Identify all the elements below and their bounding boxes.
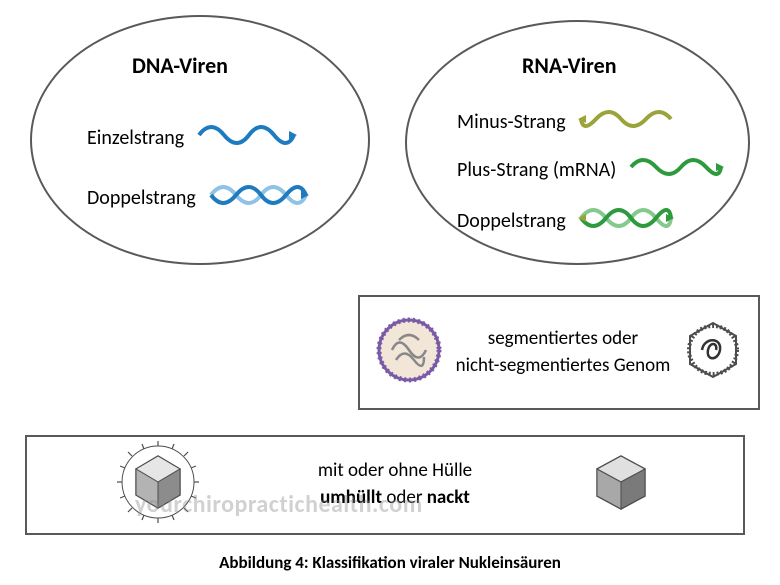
dna-title: DNA-Viren <box>132 52 228 79</box>
nonsegmented-virus-icon <box>682 319 744 386</box>
genome-line1: segmentiertes oder <box>488 327 638 350</box>
envelope-word-naked: nackt <box>427 486 470 509</box>
rna-ellipse: RNA-Viren Minus-Strang Plus-Strang (mRNA… <box>405 20 750 265</box>
genome-panel: segmentiertes oder nicht-segmentiertes G… <box>358 295 760 410</box>
segmented-virus-icon <box>374 315 444 390</box>
dna-label-0: Einzelstrang <box>87 126 184 150</box>
rna-label-0: Minus-Strang <box>457 110 566 134</box>
wave-double-icon <box>206 175 311 220</box>
envelope-word-enveloped: umhüllt <box>320 486 382 509</box>
dna-row-1: Doppelstrang <box>87 175 311 220</box>
figure-caption: Abbildung 4: Klassifikation viraler Nukl… <box>0 552 780 573</box>
wave-double-icon <box>576 198 676 243</box>
rna-row-1: Plus-Strang (mRNA) <box>457 150 726 189</box>
wave-single-icon <box>576 102 676 141</box>
envelope-text: mit oder ohne Hülle umhüllt oder nackt <box>318 458 472 511</box>
envelope-line1: mit oder ohne Hülle <box>318 459 472 482</box>
genome-text: segmentiertes oder nicht-segmentiertes G… <box>456 326 671 379</box>
rna-title: RNA-Viren <box>522 52 617 79</box>
enveloped-virus-icon <box>116 440 201 530</box>
dna-row-0: Einzelstrang <box>87 117 299 158</box>
rna-row-2: Doppelstrang <box>457 198 676 243</box>
envelope-word-or: oder <box>382 486 427 509</box>
rna-label-2: Doppelstrang <box>457 209 566 233</box>
genome-line2: nicht-segmentiertes Genom <box>456 354 671 377</box>
wave-single-icon <box>626 150 726 189</box>
dna-label-1: Doppelstrang <box>87 186 196 210</box>
envelope-panel: mit oder ohne Hülle umhüllt oder nackt <box>25 435 745 535</box>
dna-ellipse: DNA-Viren Einzelstrang Doppelstrang <box>30 15 370 265</box>
naked-virus-icon <box>589 450 654 520</box>
rna-row-0: Minus-Strang <box>457 102 676 141</box>
rna-label-1: Plus-Strang (mRNA) <box>457 158 616 182</box>
wave-single-icon <box>194 117 299 158</box>
